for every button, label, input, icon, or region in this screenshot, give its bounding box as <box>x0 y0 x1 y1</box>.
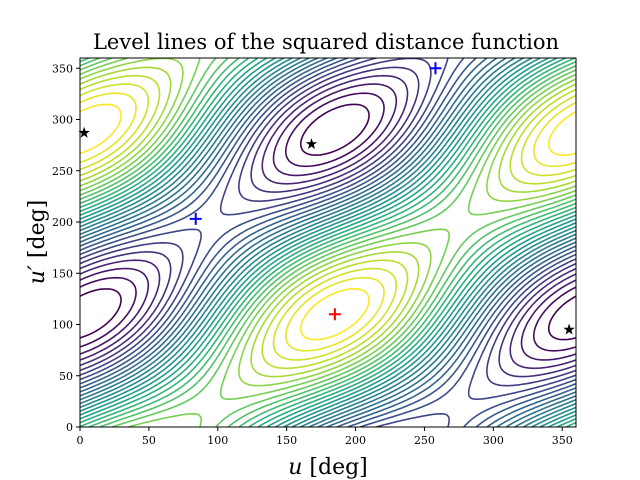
contour-level <box>80 83 576 361</box>
chart-title: Level lines of the squared distance func… <box>93 30 559 54</box>
x-tick-label: 50 <box>142 434 156 447</box>
contour-level <box>80 92 576 352</box>
y-tick-label: 350 <box>52 62 73 75</box>
saddle-marker <box>189 212 202 225</box>
contour-level <box>80 58 576 387</box>
y-axis: 0 50 100 150 200 250 300 350 <box>52 62 80 434</box>
y-tick-label: 200 <box>52 216 73 229</box>
y-axis-label: u′ [deg] <box>25 200 50 285</box>
y-tick-label: 150 <box>52 267 73 280</box>
contour-level <box>80 58 576 427</box>
minimum-star-marker <box>78 126 90 138</box>
contour-level <box>80 92 576 352</box>
contour-level <box>80 58 576 427</box>
x-axis-label: u [deg] <box>288 455 368 480</box>
contour-level <box>80 83 576 361</box>
contour-level <box>80 74 576 370</box>
minimum-star-marker <box>305 138 318 149</box>
y-tick-label: 0 <box>66 421 73 434</box>
x-tick-label: 250 <box>414 434 435 447</box>
y-tick-label: 250 <box>52 165 73 178</box>
x-tick-label: 0 <box>77 434 84 447</box>
x-tick-label: 100 <box>207 434 228 447</box>
y-tick-label: 300 <box>52 114 73 127</box>
y-tick-label: 50 <box>59 370 73 383</box>
markers <box>78 62 575 335</box>
x-axis: 0 50 100 150 200 250 300 350 <box>77 427 573 447</box>
contour-level <box>80 58 576 427</box>
contour-level <box>80 66 576 378</box>
x-tick-label: 350 <box>552 434 573 447</box>
contour-lines <box>80 58 576 427</box>
x-tick-label: 150 <box>276 434 297 447</box>
x-tick-label: 200 <box>345 434 366 447</box>
maximum-marker <box>328 308 341 321</box>
minimum-star-marker <box>563 323 575 335</box>
contour-level <box>80 58 576 427</box>
saddle-marker <box>429 62 442 75</box>
contour-level <box>80 103 576 341</box>
contour-level <box>80 66 576 378</box>
plot-frame <box>79 57 577 428</box>
x-tick-label: 300 <box>483 434 504 447</box>
contour-level <box>80 58 576 387</box>
y-tick-label: 100 <box>52 319 73 332</box>
contour-level <box>80 74 576 370</box>
contour-level <box>80 103 576 341</box>
